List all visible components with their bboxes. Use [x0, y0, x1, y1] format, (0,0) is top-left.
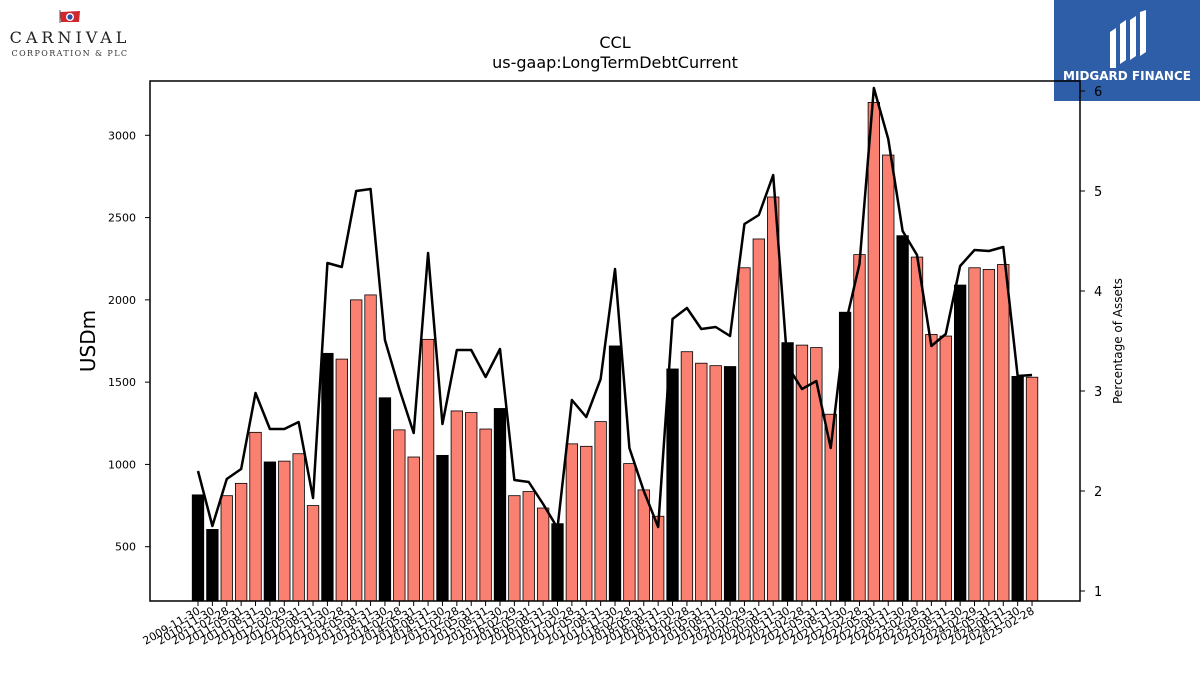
bar	[896, 235, 909, 602]
midgard-finance-logo: MIDGARD FINANCE	[1054, 0, 1200, 101]
bar	[249, 431, 262, 602]
bar	[450, 410, 463, 602]
bar	[421, 338, 435, 602]
bar	[436, 454, 449, 602]
y-axis-label: USDm	[76, 310, 100, 372]
y-tick-label: 500	[115, 541, 136, 554]
carnival-logo: CARNIVAL CORPORATION & PLC	[4, 6, 136, 58]
carnival-brand-text: CARNIVAL	[9, 28, 131, 47]
bar	[623, 463, 636, 602]
bar	[378, 397, 392, 602]
bar	[953, 284, 967, 602]
bar	[522, 491, 535, 602]
bar	[565, 443, 579, 602]
bar	[350, 299, 363, 602]
bar	[1011, 375, 1024, 602]
bar	[234, 482, 248, 602]
bar	[508, 495, 521, 602]
bar	[206, 529, 219, 602]
carnival-flag-icon	[59, 10, 80, 23]
y2-tick-label: 3	[1094, 385, 1102, 400]
midgard-brand-text: MIDGARD FINANCE	[1063, 69, 1191, 83]
bar	[997, 264, 1010, 602]
bar	[407, 456, 420, 602]
bar	[306, 505, 320, 602]
bar-series	[191, 101, 1039, 602]
bar	[752, 238, 765, 602]
bar	[695, 362, 708, 602]
x-axis: 2009-11-302010-11-302011-02-282011-05-31…	[141, 601, 1037, 648]
y2-axis-label: Percentage of Assets	[1111, 278, 1125, 404]
bar	[680, 351, 694, 602]
bar	[1025, 376, 1039, 602]
bar	[652, 515, 665, 602]
bar	[925, 334, 938, 602]
bar	[364, 294, 377, 602]
bar	[781, 342, 794, 602]
chart-title: CCL	[599, 33, 630, 52]
bar	[882, 154, 895, 602]
bar	[551, 523, 564, 602]
y-tick-label: 2500	[108, 212, 136, 225]
bar	[594, 421, 607, 602]
y2-tick-label: 5	[1094, 185, 1102, 200]
chart-subtitle: us-gaap:LongTermDebtCurrent	[492, 53, 738, 72]
bar	[968, 267, 981, 602]
bar	[393, 429, 406, 602]
bar	[278, 460, 291, 602]
bar	[738, 267, 751, 602]
bar	[666, 368, 679, 602]
carnival-sub-text: CORPORATION & PLC	[11, 49, 129, 58]
bar	[608, 345, 622, 602]
bar	[191, 494, 205, 602]
bar	[536, 507, 550, 602]
bar	[263, 461, 277, 602]
y2-tick-label: 6	[1094, 85, 1102, 100]
y-tick-label: 2000	[108, 294, 136, 307]
bar	[335, 358, 348, 602]
midgard-m-icon	[1110, 10, 1146, 68]
bar	[910, 256, 924, 602]
bar	[580, 445, 593, 602]
bar	[637, 489, 650, 602]
bar	[867, 101, 881, 602]
y2-tick-label: 4	[1094, 285, 1102, 300]
bar	[321, 352, 334, 602]
bar	[479, 428, 492, 602]
pct-of-assets-line	[196, 86, 1033, 530]
left-y-axis: 500 1000 1500 2000 2500 3000	[108, 129, 150, 554]
bar	[939, 335, 952, 602]
pct-line-series	[196, 86, 1033, 530]
bar	[465, 412, 478, 602]
bar	[493, 408, 507, 602]
bar	[220, 495, 233, 602]
y2-tick-label: 1	[1094, 585, 1102, 600]
y-tick-label: 1000	[108, 458, 136, 471]
y-tick-label: 3000	[108, 129, 136, 142]
y-tick-label: 1500	[108, 376, 136, 389]
bar	[723, 366, 737, 602]
right-y-axis: 1 2 3 4 5 6	[1080, 85, 1102, 600]
bar	[982, 269, 996, 602]
bar	[767, 196, 780, 602]
bar	[709, 365, 722, 602]
y2-tick-label: 2	[1094, 485, 1102, 500]
bar	[292, 453, 305, 602]
bar	[853, 254, 866, 602]
